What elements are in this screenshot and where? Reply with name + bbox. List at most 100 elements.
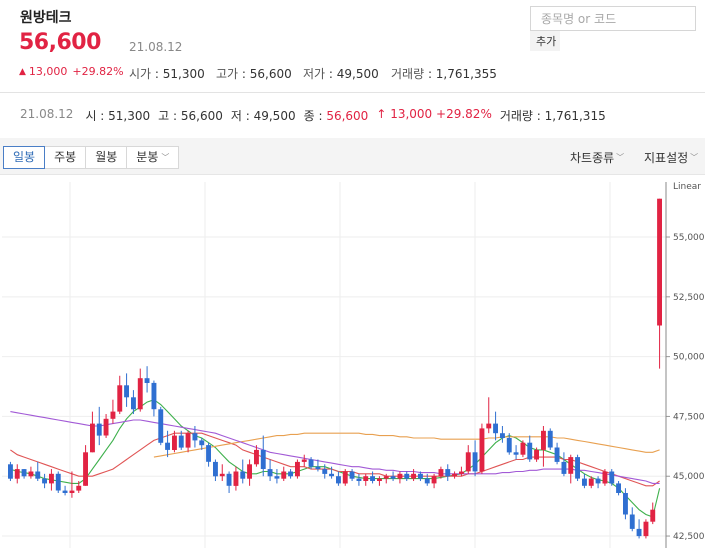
stat-high: 고가 : 56,600 <box>216 67 292 81</box>
tab-daily[interactable]: 일봉 <box>3 146 46 169</box>
candle-body <box>110 411 116 419</box>
candle-body <box>315 466 321 470</box>
chevron-down-icon: ﹀ <box>690 153 699 162</box>
info-change: ↑ 13,000 +29.82% <box>376 107 492 124</box>
stock-header: 원방테크 56,600 21.08.12 ▲ 13,000 +29.82% 시가… <box>0 0 705 92</box>
candle-body <box>643 521 649 537</box>
chart-type-menu[interactable]: 차트종류 ﹀ <box>570 149 624 166</box>
stat-label: 고가 <box>216 67 239 81</box>
candle-body <box>602 471 608 484</box>
candle-body <box>158 409 164 443</box>
candle-body <box>83 452 88 486</box>
candle-body <box>165 442 170 450</box>
info-value: 56,600 <box>326 109 369 123</box>
candle-body <box>90 423 95 453</box>
candle-body <box>609 471 615 484</box>
candle-body <box>247 464 252 479</box>
candle-body <box>582 478 587 486</box>
moving-average-line-2 <box>10 432 660 487</box>
candle-body <box>534 449 539 460</box>
candle-body <box>178 435 184 448</box>
tab-minute[interactable]: 분봉 ﹀ <box>127 146 180 169</box>
candle-body <box>219 473 225 477</box>
info-volume: 거래량 : 1,761,315 <box>499 109 606 123</box>
candle-body <box>459 471 464 474</box>
candle-body <box>206 445 211 462</box>
info-low: 저 : 49,500 <box>230 109 296 123</box>
candle-body <box>500 433 505 438</box>
stock-name: 원방테크 <box>20 10 72 26</box>
moving-average-line-3 <box>153 432 660 458</box>
tab-monthly[interactable]: 월봉 <box>86 146 128 169</box>
period-tabs: 일봉 주봉 월봉 분봉 ﹀ <box>3 146 180 169</box>
tab-weekly[interactable]: 주봉 <box>45 146 87 169</box>
candle-body <box>411 473 416 479</box>
change-percent: +29.82% <box>72 65 124 78</box>
divider <box>0 92 705 93</box>
stat-value: 1,761,355 <box>435 67 497 81</box>
candle-body <box>117 385 123 412</box>
candle-body <box>274 476 280 479</box>
candle-body <box>342 471 348 484</box>
current-price: 56,600 <box>19 30 101 55</box>
add-button[interactable]: 추가 <box>530 31 560 51</box>
candle-body <box>281 471 287 479</box>
candle-body <box>438 469 444 477</box>
candle-body <box>486 423 492 429</box>
candle-body <box>390 476 396 479</box>
info-date: 21.08.12 <box>20 107 74 121</box>
candle-body <box>329 473 334 477</box>
candle-body <box>356 478 362 481</box>
candle-body <box>547 430 553 448</box>
candle-body <box>267 469 273 477</box>
candle-body <box>493 423 498 434</box>
candle-body <box>42 478 47 484</box>
candle-body <box>192 433 198 441</box>
candle-body <box>185 433 191 448</box>
y-tick-label: 47,500 <box>673 412 705 422</box>
info-label: 시 <box>85 109 97 123</box>
y-tick-label: 52,500 <box>673 293 705 303</box>
candle-body <box>49 473 54 484</box>
stat-value: 56,600 <box>249 67 292 81</box>
candle-body <box>336 476 341 484</box>
candle-body <box>363 476 369 481</box>
candle-body <box>28 471 34 477</box>
candle-body <box>137 378 143 410</box>
candle-body <box>151 382 157 410</box>
stat-low: 저가 : 49,500 <box>303 67 379 81</box>
indicator-menu[interactable]: 지표설정 ﹀ <box>644 149 698 166</box>
candle-body <box>561 461 567 474</box>
stock-search-input[interactable] <box>530 6 696 31</box>
candlestick-chart[interactable]: 42,500 45,000 47,500 50,000 52,500 55,000 Line… <box>0 176 705 548</box>
stat-label: 저가 <box>303 67 326 81</box>
info-label: 고 <box>158 109 170 123</box>
candle-body <box>288 471 293 477</box>
candle-body <box>513 452 519 455</box>
candle-body <box>8 464 13 479</box>
info-close: 종 : 56,600 <box>303 109 369 123</box>
candle-body <box>308 459 314 467</box>
candle-body <box>452 473 457 477</box>
candle-body <box>322 469 328 474</box>
candle-body <box>472 452 478 472</box>
candle-body <box>541 430 546 450</box>
candle-body <box>575 457 580 479</box>
info-value: 1,761,315 <box>544 109 606 123</box>
candle-body <box>520 442 526 455</box>
candle-body <box>233 471 239 486</box>
scale-label: Linear <box>673 182 701 192</box>
candle-body <box>445 469 451 477</box>
candle-body <box>199 440 205 446</box>
candle-body <box>418 473 423 479</box>
indicator-label: 지표설정 <box>644 151 689 165</box>
candle-body <box>629 514 635 529</box>
tab-minute-label: 분봉 <box>136 150 159 164</box>
y-tick-label: 55,000 <box>673 233 705 243</box>
candle-body <box>254 449 259 465</box>
candle-body <box>260 449 266 469</box>
candle-body <box>568 457 574 474</box>
stat-label: 거래량 <box>391 67 425 81</box>
candle-body <box>636 528 642 537</box>
candle-body <box>404 473 410 479</box>
